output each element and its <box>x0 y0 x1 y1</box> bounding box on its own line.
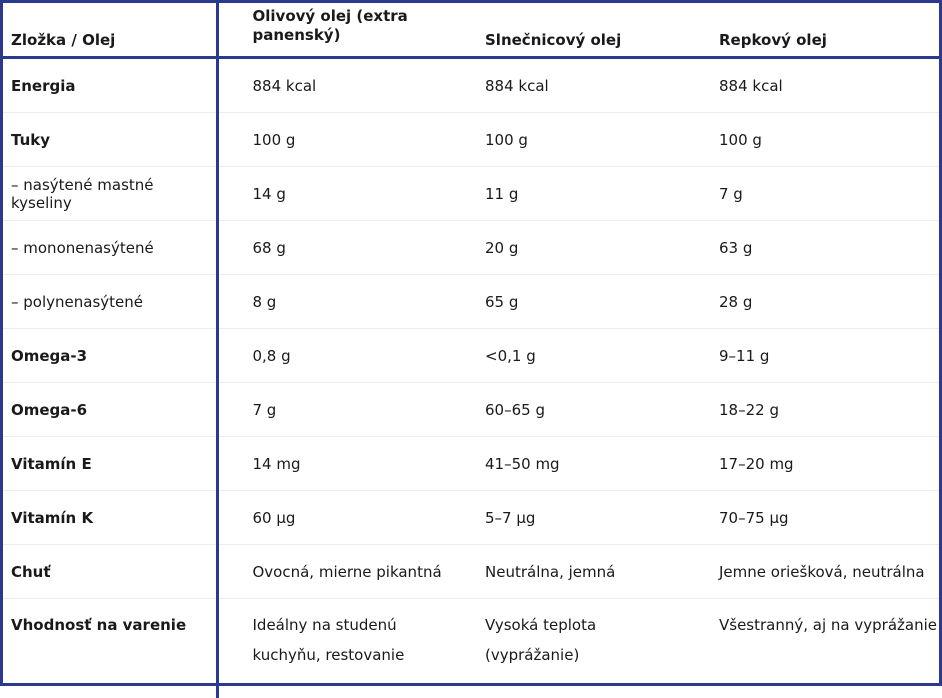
olive-oil-value: Ideálny na studenú kuchyňu, restovanie <box>217 599 451 698</box>
sunflower-oil-value: 41–50 mg <box>451 437 685 491</box>
rapeseed-oil-value: 9–11 g <box>685 329 939 383</box>
sunflower-oil-value: 20 g <box>451 221 685 275</box>
rapeseed-oil-value: 7 g <box>685 167 939 221</box>
sunflower-oil-value: 11 g <box>451 167 685 221</box>
header-olive-oil: Olivový olej (extra panenský) <box>217 3 451 58</box>
rapeseed-oil-value: Všestranný, aj na vyprážanie <box>685 599 939 698</box>
olive-oil-value: 7 g <box>217 383 451 437</box>
row-label: Omega-3 <box>3 329 217 383</box>
olive-oil-value: 68 g <box>217 221 451 275</box>
table-header: Zložka / Olej Olivový olej (extra panens… <box>3 3 939 58</box>
row-label: – mononenasýtené <box>3 221 217 275</box>
olive-oil-value: 8 g <box>217 275 451 329</box>
rapeseed-oil-value: 70–75 µg <box>685 491 939 545</box>
rapeseed-oil-value: 100 g <box>685 113 939 167</box>
olive-oil-value: 60 µg <box>217 491 451 545</box>
rapeseed-oil-value: 18–22 g <box>685 383 939 437</box>
rapeseed-oil-value: 17–20 mg <box>685 437 939 491</box>
header-row: Zložka / Olej Olivový olej (extra panens… <box>3 3 939 58</box>
olive-oil-value: 100 g <box>217 113 451 167</box>
header-sunflower-oil: Slnečnicový olej <box>451 3 685 58</box>
sunflower-oil-value: <0,1 g <box>451 329 685 383</box>
rapeseed-oil-value: Jemne oriešková, neutrálna <box>685 545 939 599</box>
sunflower-oil-value: 60–65 g <box>451 383 685 437</box>
sunflower-oil-value: 884 kcal <box>451 58 685 113</box>
row-label: Tuky <box>3 113 217 167</box>
olive-oil-value: 884 kcal <box>217 58 451 113</box>
rapeseed-oil-value: 884 kcal <box>685 58 939 113</box>
sunflower-oil-value: 65 g <box>451 275 685 329</box>
oil-comparison-table: Zložka / Olej Olivový olej (extra panens… <box>3 3 939 698</box>
rapeseed-oil-value: 63 g <box>685 221 939 275</box>
rapeseed-oil-value: 28 g <box>685 275 939 329</box>
sunflower-oil-value: 100 g <box>451 113 685 167</box>
row-label: – polynenasýtené <box>3 275 217 329</box>
sunflower-oil-value: 5–7 µg <box>451 491 685 545</box>
row-label: – nasýtené mastné kyseliny <box>3 167 217 221</box>
olive-oil-value: Ovocná, mierne pikantná <box>217 545 451 599</box>
olive-oil-value: 14 g <box>217 167 451 221</box>
row-label: Vitamín E <box>3 437 217 491</box>
row-label: Omega-6 <box>3 383 217 437</box>
olive-oil-value: 14 mg <box>217 437 451 491</box>
row-label: Vhodnosť na varenie <box>3 599 217 698</box>
header-component: Zložka / Olej <box>3 3 217 58</box>
row-label: Chuť <box>3 545 217 599</box>
sunflower-oil-value: Vysoká teplota (vyprážanie) <box>451 599 685 698</box>
row-label: Vitamín K <box>3 491 217 545</box>
row-label: Energia <box>3 58 217 113</box>
olive-oil-value: 0,8 g <box>217 329 451 383</box>
sunflower-oil-value: Neutrálna, jemná <box>451 545 685 599</box>
header-rapeseed-oil: Repkový olej <box>685 3 939 58</box>
